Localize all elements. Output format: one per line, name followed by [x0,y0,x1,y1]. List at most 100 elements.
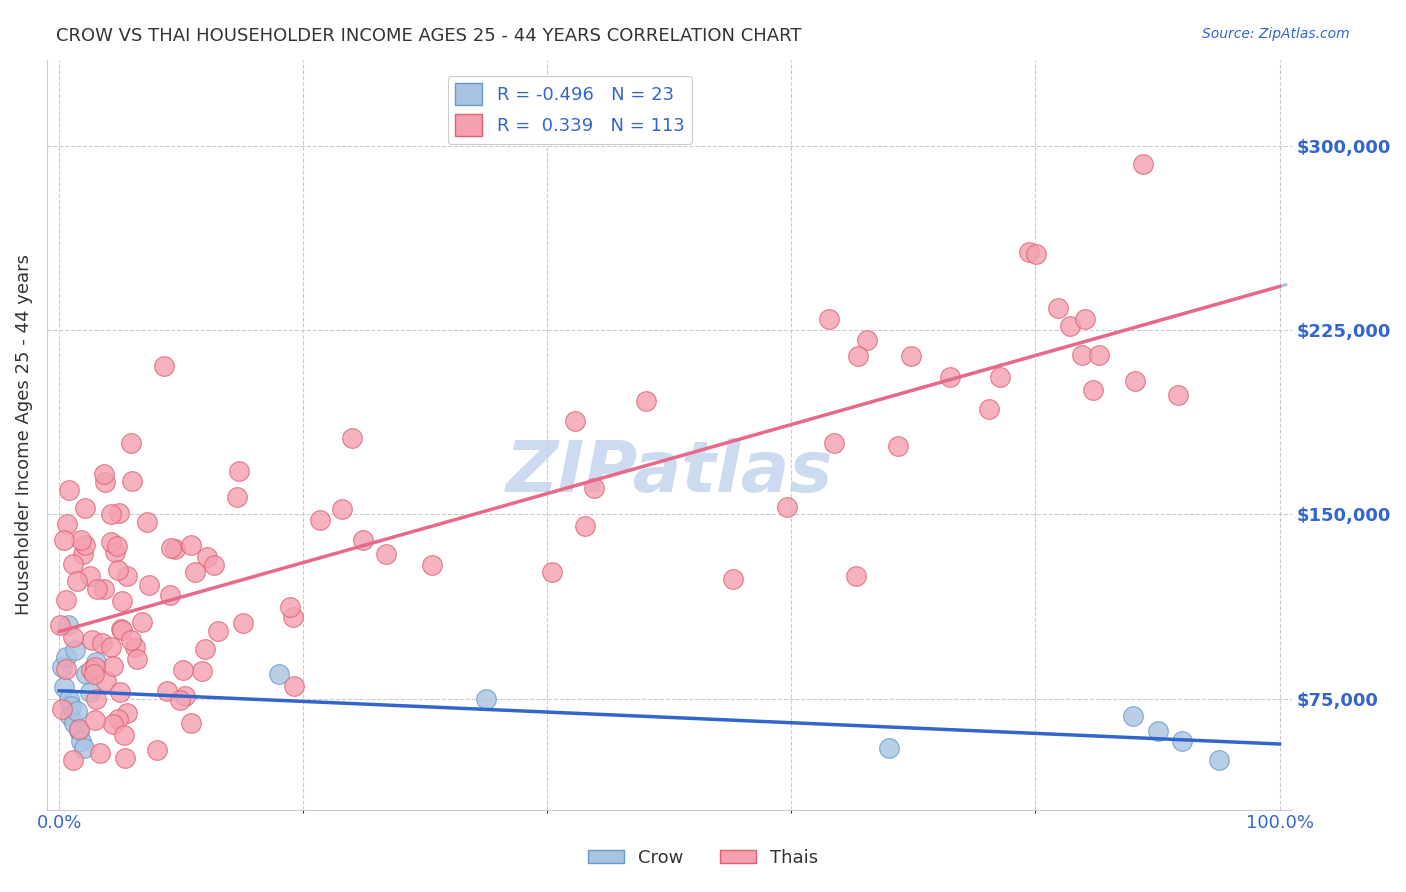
Point [375,547,398,561]
Point [1132,157,1154,171]
Point [1123,374,1146,388]
Point [887,439,910,453]
Point [564,414,586,428]
Point [55,662,77,676]
Point [55,650,77,665]
Point [1171,733,1194,747]
Point [160,541,183,556]
Legend: Crow, Thais: Crow, Thais [581,842,825,874]
Point [634,394,657,409]
Point [900,349,922,363]
Point [90,635,112,649]
Point [721,572,744,586]
Point [93,582,115,596]
Point [340,431,363,445]
Point [66,704,89,718]
Point [63,642,86,657]
Point [53,533,76,547]
Point [574,519,596,533]
Point [283,610,305,624]
Point [988,370,1011,384]
Point [146,743,169,757]
Point [846,349,869,363]
Point [107,712,129,726]
Point [82,632,104,647]
Point [100,640,122,654]
Point [845,568,868,582]
Point [51,702,73,716]
Point [120,436,142,450]
Point [165,541,187,556]
Point [115,569,138,583]
Point [541,566,564,580]
Point [1018,245,1040,260]
Point [818,312,841,326]
Point [1059,318,1081,333]
Point [1167,388,1189,402]
Point [51,660,73,674]
Point [103,659,125,673]
Point [156,683,179,698]
Point [84,659,107,673]
Point [180,716,202,731]
Point [60,699,83,714]
Point [75,667,97,681]
Point [70,733,93,747]
Point [823,436,845,450]
Point [352,533,374,548]
Point [62,716,84,731]
Point [53,680,76,694]
Point [475,692,498,706]
Point [1081,384,1104,398]
Point [84,655,107,669]
Point [112,728,135,742]
Point [101,716,124,731]
Point [86,582,108,596]
Point [232,615,254,630]
Point [110,594,132,608]
Point [194,642,217,657]
Point [1122,709,1144,723]
Point [58,692,80,706]
Point [183,565,205,579]
Point [56,618,79,632]
Point [855,333,877,347]
Point [66,574,89,588]
Point [49,617,72,632]
Point [62,753,84,767]
Point [1087,348,1109,362]
Point [89,746,111,760]
Point [73,537,96,551]
Point [83,667,105,681]
Point [124,640,146,654]
Point [309,513,332,527]
Legend: R = -0.496   N = 23, R =  0.339   N = 113: R = -0.496 N = 23, R = 0.339 N = 113 [449,76,692,144]
Point [173,689,195,703]
Point [267,667,290,681]
Point [67,723,90,738]
Point [1025,247,1047,261]
Point [138,577,160,591]
Point [59,709,82,723]
Point [105,539,128,553]
Point [135,515,157,529]
Point [152,359,174,374]
Point [100,508,122,522]
Point [72,547,94,561]
Y-axis label: Householder Income Ages 25 - 44 years: Householder Income Ages 25 - 44 years [15,254,32,615]
Point [55,592,77,607]
Point [62,557,84,571]
Point [283,679,305,693]
Point [582,482,605,496]
Point [84,691,107,706]
Point [107,563,129,577]
Point [104,544,127,558]
Point [120,633,142,648]
Point [228,464,250,478]
Point [1046,301,1069,315]
Point [100,535,122,549]
Point [1073,312,1095,326]
Point [70,533,93,547]
Point [191,664,214,678]
Point [110,622,132,636]
